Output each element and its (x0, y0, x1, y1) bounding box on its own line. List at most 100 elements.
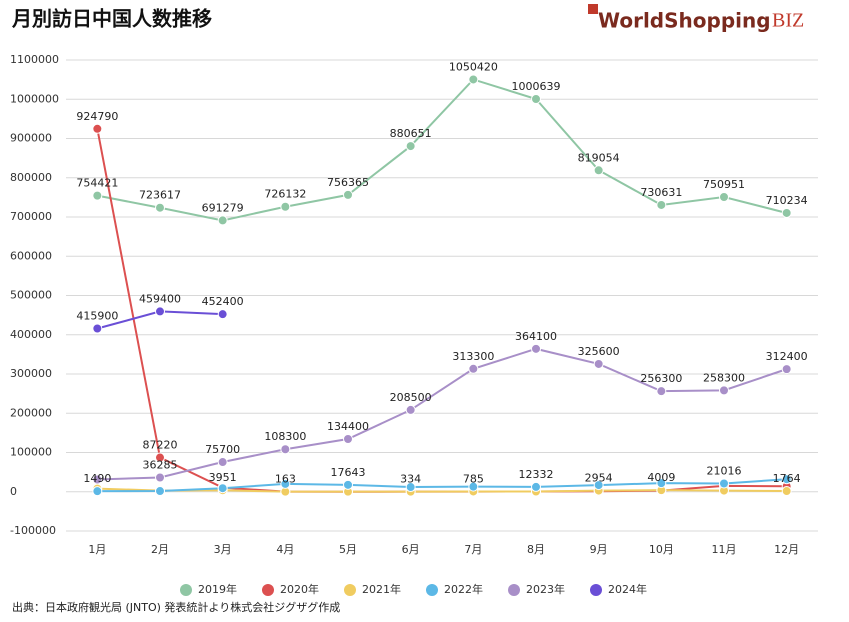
point (781, 474, 792, 485)
point (593, 358, 604, 369)
point (531, 481, 541, 492)
data-label: 730631 (640, 186, 682, 199)
x-tick-label: 7月 (464, 543, 482, 556)
data-label: 163 (275, 473, 296, 486)
point (217, 215, 228, 226)
legend-marker (344, 584, 356, 596)
point (343, 479, 353, 490)
data-label: 364100 (515, 330, 557, 343)
data-label: 334 (400, 473, 421, 486)
point (656, 199, 667, 210)
y-tick-label: 0 (10, 485, 17, 498)
legend-marker (426, 584, 438, 596)
x-tick-label: 9月 (590, 543, 608, 556)
logo-icon (588, 4, 598, 14)
point (405, 404, 416, 415)
y-tick-label: 1100000 (10, 53, 59, 66)
data-label: 723617 (139, 189, 181, 202)
data-label: 710234 (766, 194, 808, 207)
x-tick-label: 5月 (339, 543, 357, 556)
y-tick-label: 900000 (10, 132, 52, 145)
data-label: 12332 (519, 468, 554, 481)
point (92, 474, 103, 485)
y-tick-label: 800000 (10, 171, 52, 184)
data-label: 313300 (452, 350, 494, 363)
logo-suffix: BIZ (772, 10, 804, 32)
point (593, 480, 604, 491)
point (656, 386, 667, 397)
data-label: 756365 (327, 176, 369, 189)
point (155, 452, 165, 463)
series-line (97, 478, 787, 493)
data-label: 691279 (202, 201, 244, 214)
point (92, 190, 103, 201)
point (781, 364, 792, 375)
y-tick-label: 1000000 (10, 92, 59, 105)
x-tick-label: 3月 (214, 543, 232, 556)
series-line (97, 347, 787, 481)
data-label: 21016 (707, 465, 742, 478)
x-tick-label: 6月 (402, 543, 420, 556)
data-label: 134400 (327, 420, 369, 433)
point (280, 444, 291, 455)
x-tick-label: 8月 (527, 543, 545, 556)
legend-marker (590, 584, 602, 596)
data-label: 750951 (703, 178, 745, 191)
point (593, 165, 604, 176)
y-tick-label: 600000 (10, 249, 52, 262)
data-label: 87220 (143, 439, 178, 452)
y-tick-label: -100000 (10, 524, 56, 537)
y-tick-label: 700000 (10, 210, 52, 223)
y-tick-label: 200000 (10, 406, 52, 419)
data-label: 452400 (202, 295, 244, 308)
x-tick-label: 11月 (712, 543, 737, 556)
series-line (97, 487, 787, 493)
data-label: 754421 (76, 177, 118, 190)
legend-marker (508, 584, 520, 596)
y-tick-label: 400000 (10, 328, 52, 341)
data-label: 415900 (76, 310, 118, 323)
point (217, 483, 228, 494)
source: 出典：日本政府観光局 (JNTO) 発表統計より株式会社ジグザグ作成 (12, 600, 340, 614)
data-label: 258300 (703, 371, 745, 384)
data-label: 459400 (139, 292, 181, 305)
data-label: 1490 (83, 472, 111, 485)
legend-label: 2020年 (280, 582, 319, 596)
data-label: 75700 (205, 443, 240, 456)
point (719, 385, 729, 396)
point (155, 486, 165, 497)
x-tick-label: 4月 (276, 543, 294, 556)
point (656, 478, 667, 489)
legend-label: 2024年 (608, 582, 647, 596)
data-label: 312400 (766, 350, 808, 363)
legend-label: 2019年 (198, 582, 237, 596)
data-label: 785 (463, 472, 484, 485)
data-label: 36285 (143, 459, 178, 472)
legend-marker (180, 584, 192, 596)
point (781, 207, 792, 218)
point (343, 433, 353, 444)
point (92, 123, 103, 134)
point (405, 141, 416, 152)
point (719, 478, 729, 489)
point (405, 482, 416, 493)
legend-marker (262, 584, 274, 596)
logo-name: WorldShopping (598, 9, 771, 33)
point (155, 306, 165, 317)
series-line (96, 128, 787, 493)
point (92, 486, 103, 497)
y-tick-label: 100000 (10, 446, 52, 459)
y-tick-label: 300000 (10, 367, 52, 380)
data-label: 208500 (390, 391, 432, 404)
data-label: 2954 (585, 472, 613, 485)
data-label: 3951 (209, 471, 237, 484)
point (719, 192, 729, 203)
chart-title: 月別訪日中国人数推移 (11, 7, 212, 31)
data-label: 4009 (647, 471, 675, 484)
data-label: 256300 (640, 372, 682, 385)
data-label: 819054 (578, 151, 620, 164)
data-label: 1764 (773, 472, 801, 485)
point (92, 323, 103, 334)
point (217, 309, 228, 320)
data-label: 880651 (390, 127, 432, 140)
